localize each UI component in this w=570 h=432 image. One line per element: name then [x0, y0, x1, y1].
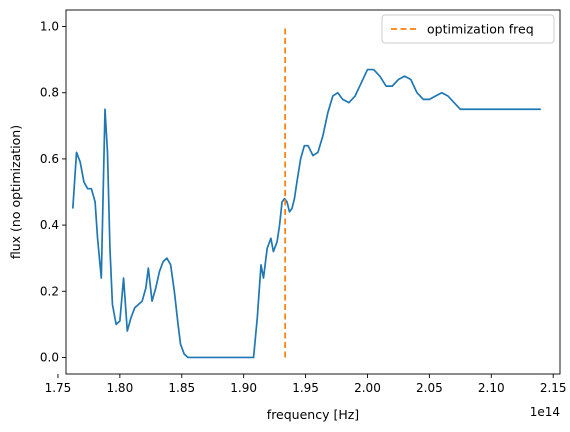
x-offset-label: 1e14: [530, 405, 560, 419]
y-tick-label: 1.0: [40, 20, 59, 34]
y-tick-label: 0.2: [40, 284, 59, 298]
axes-frame: [65, 9, 561, 375]
x-axis-label: frequency [Hz]: [267, 407, 359, 422]
legend-label: optimization freq: [427, 22, 534, 37]
flux-series-line: [71, 68, 541, 359]
legend: optimization freq: [381, 14, 555, 44]
x-tick-label: 1.80: [106, 381, 133, 395]
y-axis-label: flux (no optimization): [8, 125, 23, 259]
x-tick-label: 1.75: [45, 381, 72, 395]
x-tick-label: 1.85: [168, 381, 195, 395]
plot-area: [66, 10, 560, 374]
x-tick-label: 1.90: [230, 381, 257, 395]
legend-box: [381, 14, 555, 44]
series-layer: [71, 26, 541, 359]
x-tick-label: 1.95: [292, 381, 319, 395]
y-tick-label: 0.0: [40, 350, 59, 364]
y-tick-label: 0.8: [40, 86, 59, 100]
axes-layer: 1.75 1.80 1.85 1.90 1.95 2.00 2.05 2.10 2.15 0.0 0…: [8, 9, 567, 422]
x-tick-label: 2.05: [416, 381, 443, 395]
x-tick-label: 2.15: [540, 381, 567, 395]
y-tick-label: 0.4: [40, 218, 59, 232]
x-tick-label: 2.10: [478, 381, 505, 395]
y-tick-label: 0.6: [40, 152, 59, 166]
x-tick-label: 2.00: [354, 381, 381, 395]
